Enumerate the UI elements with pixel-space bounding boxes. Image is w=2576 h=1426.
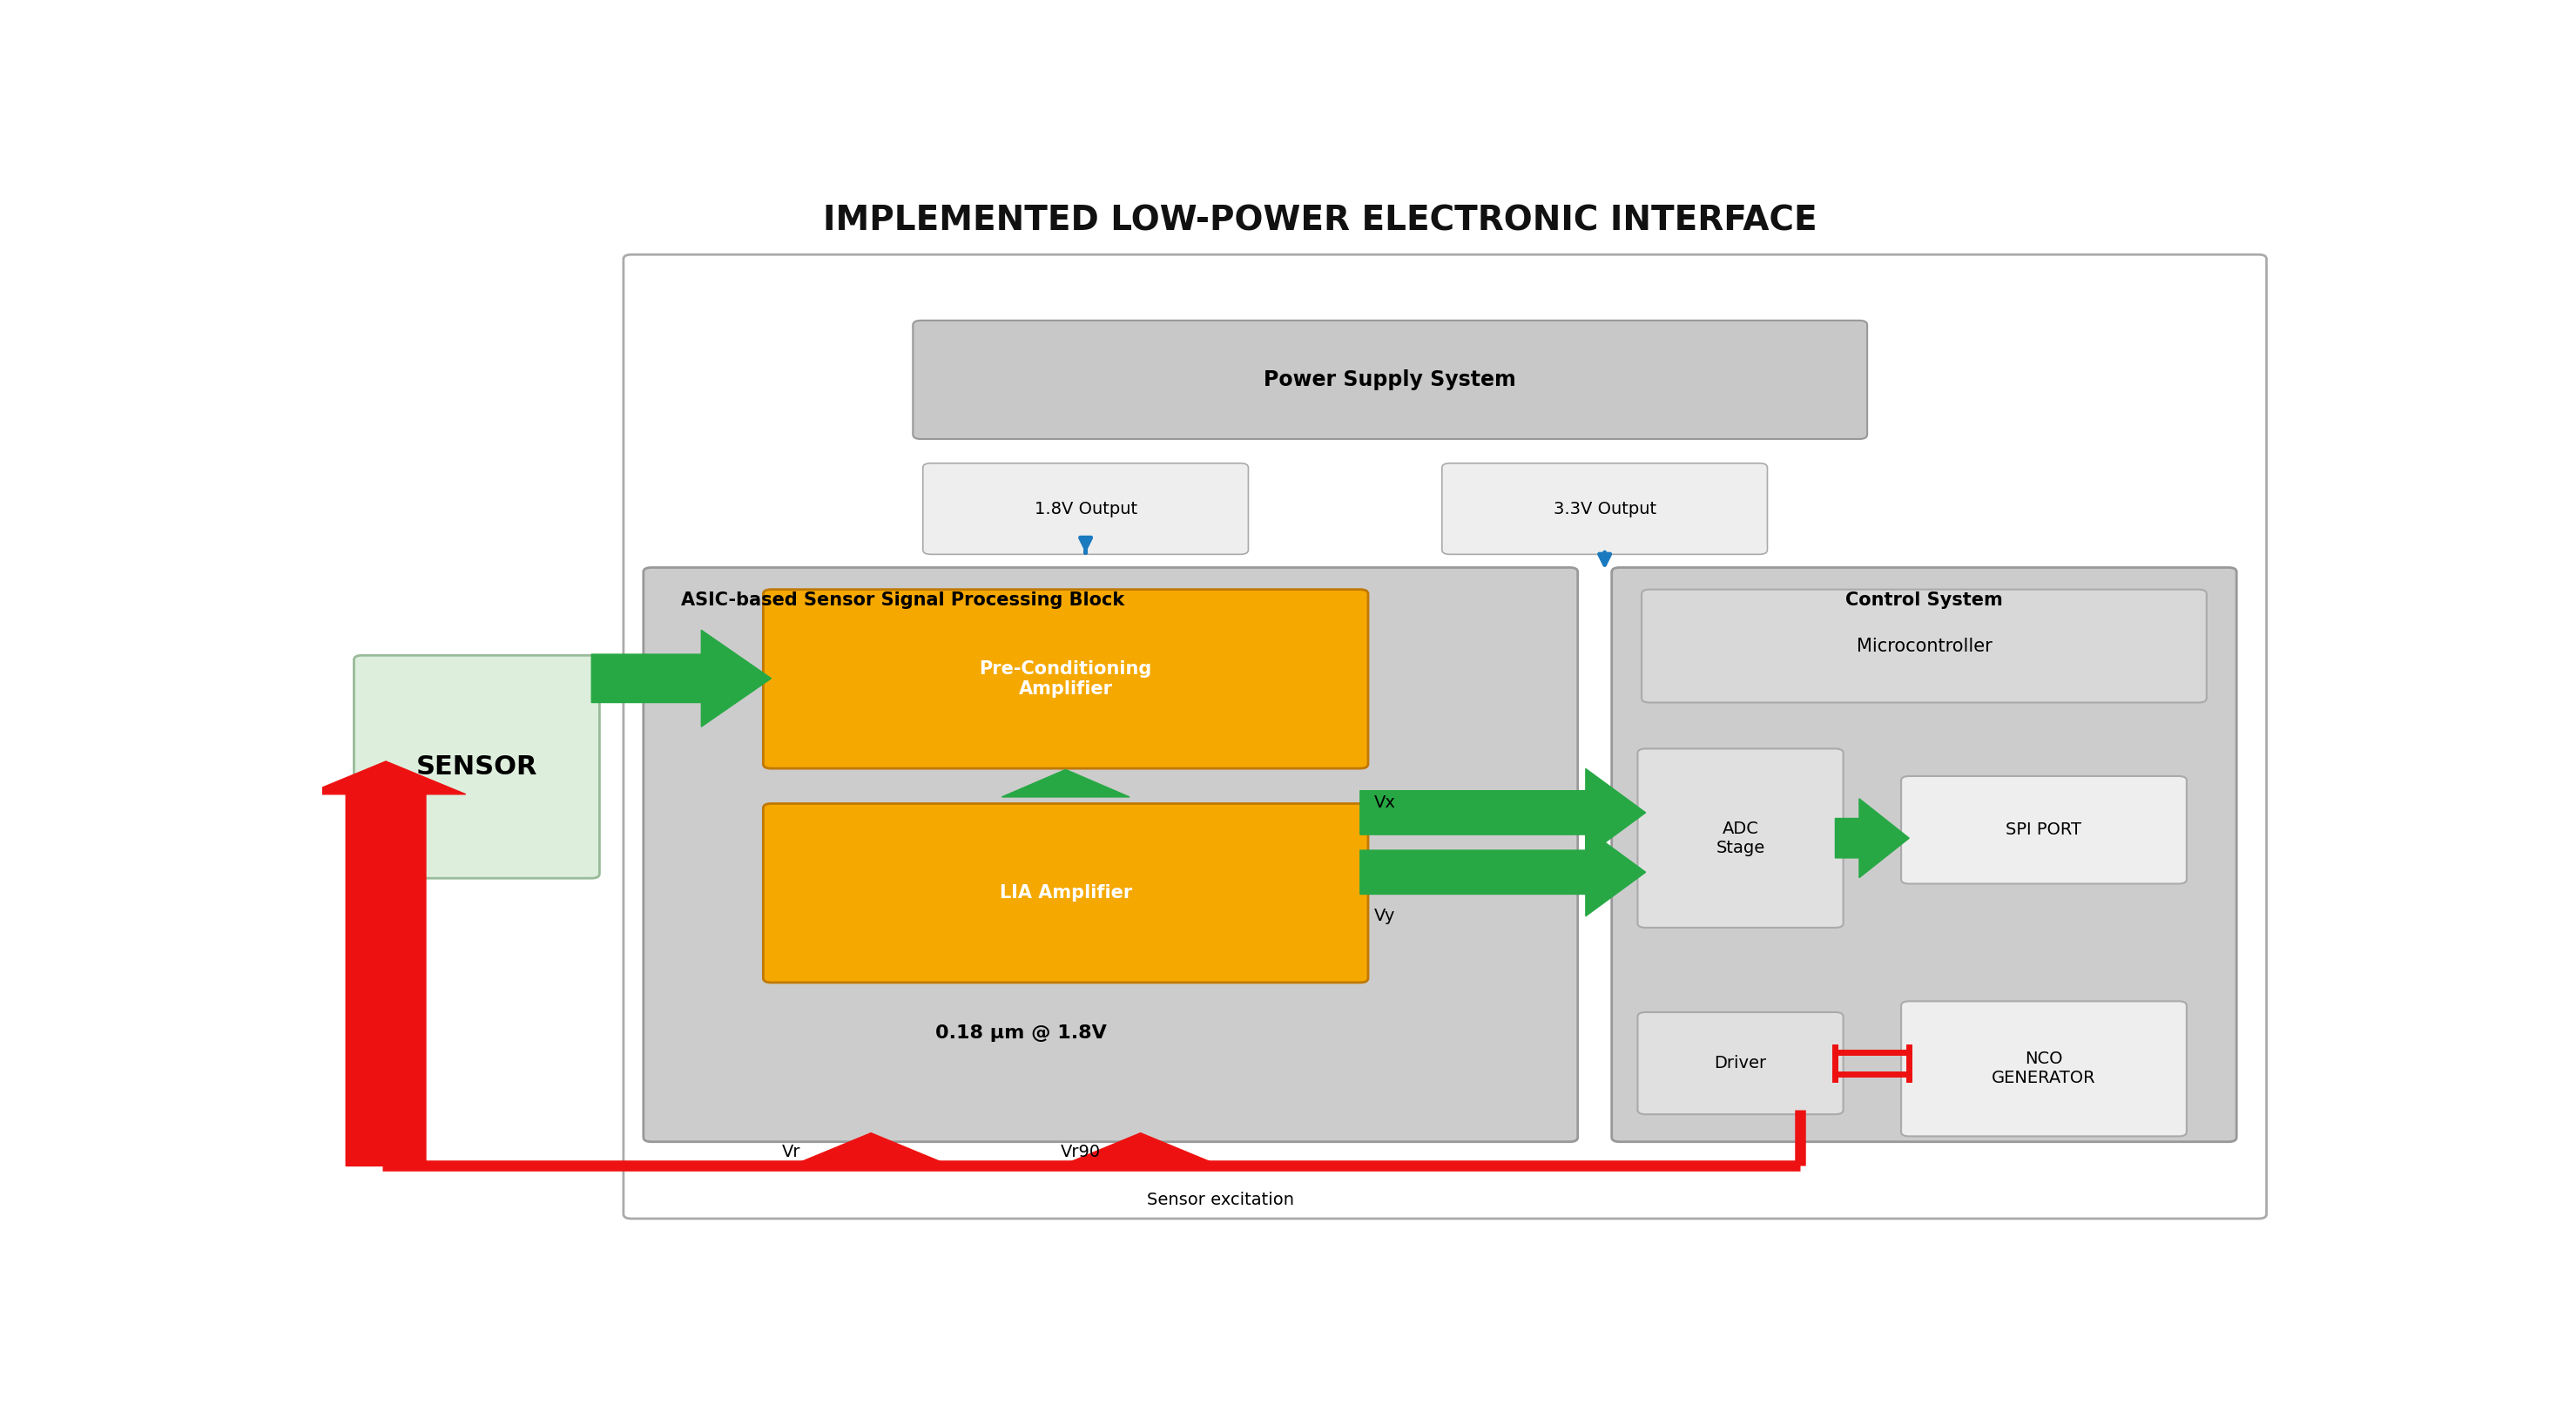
FancyBboxPatch shape: [1638, 1012, 1844, 1114]
Text: Vx: Vx: [1373, 794, 1396, 811]
Text: ADC
Stage: ADC Stage: [1716, 820, 1765, 856]
Text: Microcontroller: Microcontroller: [1857, 637, 1991, 655]
Polygon shape: [1061, 1134, 1221, 1166]
FancyBboxPatch shape: [353, 656, 600, 878]
Text: Driver: Driver: [1713, 1055, 1767, 1071]
Text: Control System: Control System: [1844, 592, 2002, 609]
FancyBboxPatch shape: [1901, 1001, 2187, 1137]
Text: IMPLEMENTED LOW-POWER ELECTRONIC INTERFACE: IMPLEMENTED LOW-POWER ELECTRONIC INTERFA…: [824, 204, 1816, 237]
FancyBboxPatch shape: [1901, 776, 2187, 884]
FancyBboxPatch shape: [762, 804, 1368, 983]
FancyBboxPatch shape: [912, 321, 1868, 439]
Text: SPI PORT: SPI PORT: [2007, 821, 2081, 838]
Text: Sensor excitation: Sensor excitation: [1146, 1192, 1293, 1208]
Polygon shape: [1360, 769, 1646, 857]
Text: Vr90: Vr90: [1061, 1144, 1100, 1159]
Text: Pre-Conditioning
Amplifier: Pre-Conditioning Amplifier: [979, 660, 1151, 697]
Polygon shape: [1360, 829, 1646, 915]
Polygon shape: [791, 1134, 951, 1166]
Text: ASIC-based Sensor Signal Processing Block: ASIC-based Sensor Signal Processing Bloc…: [680, 592, 1126, 609]
FancyBboxPatch shape: [922, 463, 1249, 555]
Text: LIA Amplifier: LIA Amplifier: [999, 884, 1131, 901]
Polygon shape: [1002, 770, 1128, 797]
Text: Power Supply System: Power Supply System: [1265, 369, 1517, 391]
FancyBboxPatch shape: [762, 589, 1368, 769]
Polygon shape: [592, 630, 770, 727]
Text: 3.3V Output: 3.3V Output: [1553, 501, 1656, 518]
Text: 0.18 μm @ 1.8V: 0.18 μm @ 1.8V: [935, 1024, 1108, 1042]
Text: Vr: Vr: [781, 1144, 801, 1159]
Polygon shape: [1834, 799, 1909, 877]
Text: 1.8V Output: 1.8V Output: [1033, 501, 1136, 518]
Text: SENSOR: SENSOR: [415, 754, 538, 780]
Polygon shape: [307, 761, 466, 1166]
FancyBboxPatch shape: [1613, 568, 2236, 1142]
FancyBboxPatch shape: [1641, 589, 2208, 703]
FancyBboxPatch shape: [1443, 463, 1767, 555]
Text: Vy: Vy: [1373, 907, 1396, 924]
FancyBboxPatch shape: [623, 255, 2267, 1219]
FancyBboxPatch shape: [1638, 749, 1844, 928]
Text: NCO
GENERATOR: NCO GENERATOR: [1991, 1051, 2097, 1087]
FancyBboxPatch shape: [644, 568, 1577, 1142]
